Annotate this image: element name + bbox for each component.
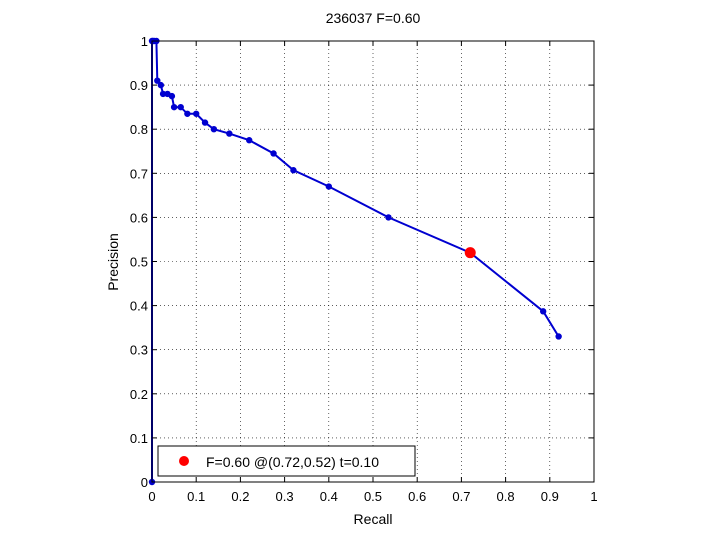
y-tick-label: 0.7	[130, 166, 148, 181]
pr-curve-point	[201, 119, 209, 126]
pr-curve-point	[246, 137, 253, 144]
pr-curve-point	[159, 90, 167, 98]
pr-curve-point	[157, 81, 165, 89]
pr-curve-point	[170, 103, 178, 111]
pr-curve-point	[168, 92, 176, 100]
pr-curve-point	[555, 333, 562, 340]
y-tick-label: 0.5	[130, 255, 148, 270]
x-tick-label: 0.5	[364, 489, 382, 504]
x-axis-label: Recall	[354, 511, 393, 527]
pr-curve-point	[385, 214, 392, 221]
pr-curve-point	[270, 150, 277, 157]
pr-curve-point	[325, 183, 332, 190]
pr-curve-point	[184, 110, 191, 117]
x-tick-label: 0.1	[187, 489, 205, 504]
x-tick-label: 0.9	[541, 489, 559, 504]
y-tick-label: 0.6	[130, 210, 148, 225]
x-tick-label: 0.8	[497, 489, 515, 504]
pr-curve-point	[154, 77, 161, 84]
pr-curve-point	[177, 103, 184, 111]
y-axis-label: Precision	[105, 233, 121, 291]
y-tick-label: 0	[141, 475, 148, 490]
grid-lines	[152, 41, 594, 482]
legend: F=0.60 @(0.72,0.52) t=0.10	[157, 445, 416, 477]
x-tick-label: 1	[590, 489, 597, 504]
y-axis-ticks: 0 0.1 0.2 0.3 0.4 0.5 0.6 0.7 0.8 0.9 1	[130, 34, 594, 490]
y-tick-label: 0.8	[130, 122, 148, 137]
legend-marker	[179, 456, 189, 466]
legend-box	[157, 445, 416, 477]
chart-title: 236037 F=0.60	[326, 10, 421, 26]
legend-label: F=0.60 @(0.72,0.52) t=0.10	[206, 454, 379, 470]
curve-markers	[148, 37, 562, 486]
pr-curve-point	[193, 110, 200, 117]
x-tick-label: 0	[148, 489, 155, 504]
y-tick-label: 0.2	[130, 387, 148, 402]
x-axis-ticks: 0 0.1 0.2 0.3 0.4 0.5 0.6 0.7 0.8 0.9 1	[148, 41, 598, 504]
x-tick-label: 0.2	[231, 489, 249, 504]
y-tick-label: 1	[141, 34, 148, 49]
x-tick-label: 0.3	[276, 489, 294, 504]
best-f-point	[464, 247, 476, 259]
pr-curve-point	[539, 308, 547, 315]
y-tick-label: 0.1	[130, 431, 148, 446]
y-tick-label: 0.4	[130, 299, 148, 314]
x-tick-label: 0.6	[408, 489, 426, 504]
pr-curve-point	[226, 130, 233, 137]
y-tick-label: 0.3	[130, 343, 148, 358]
x-tick-label: 0.7	[452, 489, 470, 504]
y-tick-label: 0.9	[130, 78, 148, 93]
pr-curve-point	[210, 126, 218, 133]
x-tick-label: 0.4	[320, 489, 338, 504]
pr-curve-point	[290, 167, 297, 174]
